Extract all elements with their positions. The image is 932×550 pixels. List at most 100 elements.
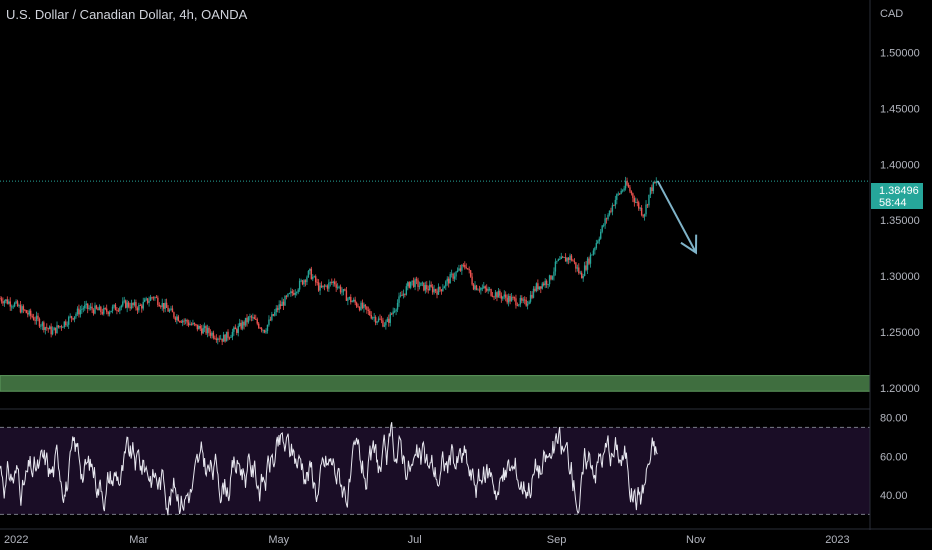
candle-body (445, 281, 447, 287)
candle-body (284, 296, 286, 306)
candle-body (300, 280, 302, 282)
candle-body (53, 327, 55, 331)
candle-body (116, 310, 118, 311)
candle-body (203, 326, 206, 328)
candle-body (537, 283, 539, 290)
candle-body (230, 337, 232, 338)
candle-body (165, 302, 168, 308)
candle-body (481, 287, 484, 289)
bar-countdown: 58:44 (879, 197, 907, 209)
candle-body (502, 296, 504, 299)
candle-body (583, 265, 586, 276)
candle-body (122, 301, 124, 306)
candle-body (538, 286, 541, 290)
candle-body (199, 325, 201, 329)
candle-body (342, 289, 345, 292)
candle-body (180, 321, 182, 323)
candle-body (217, 338, 219, 341)
candle-body (117, 310, 120, 312)
candle-body (158, 304, 161, 307)
candle-body (268, 319, 270, 325)
candle-body (95, 305, 98, 309)
candle-body (635, 201, 637, 203)
candle-body (616, 194, 618, 200)
candle-body (224, 334, 226, 342)
candle-body (32, 317, 35, 321)
candle-body (277, 308, 279, 310)
price-tick-label: 1.35000 (880, 215, 920, 227)
candle-body (374, 317, 377, 323)
candle-body (162, 302, 165, 309)
candle-body (360, 302, 362, 311)
candle-body (303, 280, 305, 285)
candle-body (256, 319, 258, 324)
candle-body (550, 275, 552, 280)
candle-body (623, 188, 625, 191)
candle-body (341, 291, 343, 293)
candle-body (187, 322, 190, 326)
candle-body (556, 260, 558, 262)
candle-body (369, 310, 371, 316)
candle-body (442, 288, 444, 292)
candle-body (379, 318, 381, 320)
candle-body (281, 301, 283, 306)
candle-body (239, 322, 241, 327)
candle-body (63, 321, 66, 328)
candle-body (480, 287, 482, 291)
candle-body (127, 302, 130, 307)
candle-body (271, 314, 273, 321)
candle-body (221, 338, 223, 342)
candle-body (82, 308, 85, 310)
candle-body (193, 322, 196, 325)
candle-body (50, 326, 52, 335)
candle-body (326, 285, 329, 289)
candle-body (376, 321, 378, 323)
last-price-value: 1.38496 (879, 185, 919, 197)
candle-body (582, 275, 584, 279)
candle-body (351, 301, 353, 303)
candle-body (566, 257, 568, 262)
candle-body (639, 207, 641, 209)
candle-body (46, 327, 48, 329)
candle-body (551, 276, 554, 280)
candle-body (525, 299, 527, 306)
candle-body (174, 317, 177, 320)
price-tick-label: 1.45000 (880, 103, 920, 115)
candle-body (51, 330, 54, 335)
candle-body (47, 328, 49, 330)
candle-body (338, 286, 340, 288)
candle-body (573, 261, 576, 263)
candle-body (247, 316, 250, 323)
candle-body (67, 317, 70, 325)
candle-body (148, 300, 150, 303)
candle-body (334, 281, 336, 285)
candle-body (119, 307, 121, 311)
candle-body (101, 312, 104, 314)
candle-body (86, 303, 89, 309)
candle-body (545, 280, 548, 285)
candle-body (581, 272, 583, 279)
candle-body (595, 243, 598, 248)
candle-body (0, 298, 3, 302)
candle-body (123, 300, 125, 302)
candle-body (440, 289, 443, 292)
candle-body (557, 259, 560, 261)
candle-body (594, 247, 596, 251)
candle-body (564, 257, 567, 262)
candle-body (646, 204, 649, 206)
candle-body (288, 293, 291, 295)
candle-body (249, 316, 251, 317)
candle-body (173, 312, 175, 318)
candle-body (154, 297, 156, 299)
candle-body (320, 285, 323, 288)
candle-body (92, 309, 95, 314)
candle-body (626, 181, 628, 185)
candle-body (348, 297, 351, 299)
candle-body (285, 296, 288, 297)
candle-body (601, 225, 603, 232)
candle-body (649, 187, 652, 195)
candle-body (548, 275, 551, 285)
candle-body (643, 214, 646, 217)
candle-body (70, 316, 73, 319)
